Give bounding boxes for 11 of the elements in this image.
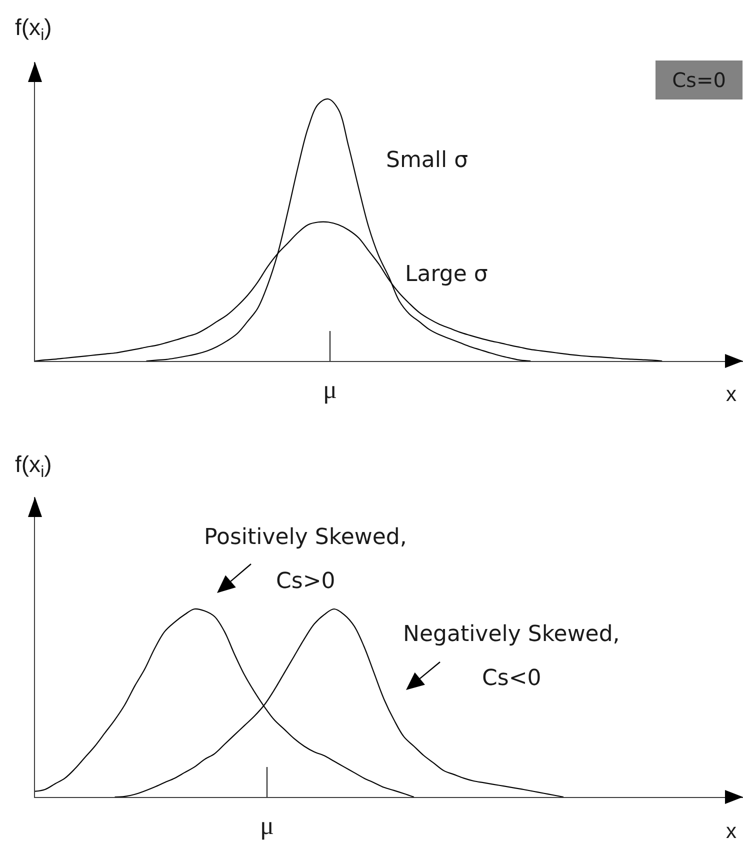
text: μ [260, 811, 274, 840]
x-axis-title: x [726, 820, 737, 843]
series-label: Small σ [386, 148, 468, 173]
series-label: Large σ [405, 262, 488, 287]
text: μ [323, 375, 337, 404]
x-axis-title: x [726, 383, 737, 406]
series-label: Negatively Skewed, Cs<0 [403, 622, 620, 691]
y-axis-title: f(x$_{i}$) [15, 451, 52, 481]
series-label: Positively Skewed, Cs>0 [204, 525, 407, 594]
text: Cs=0 [672, 68, 726, 92]
y-axis-title: f(x$_{i}$) [15, 14, 52, 44]
